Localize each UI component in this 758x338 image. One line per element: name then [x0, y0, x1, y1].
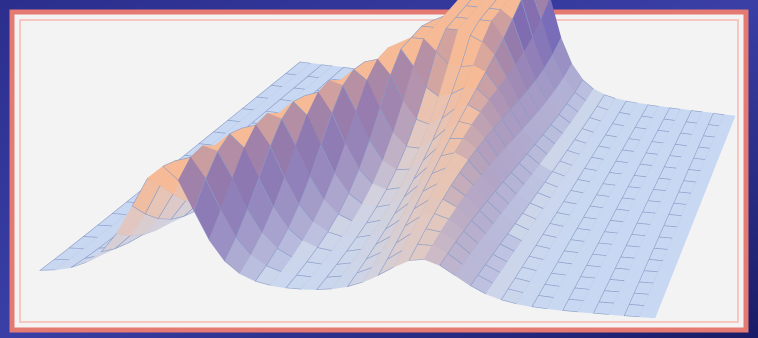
surface-cell [639, 305, 660, 319]
frame-inner [19, 19, 739, 323]
surface-plot [39, 0, 736, 319]
